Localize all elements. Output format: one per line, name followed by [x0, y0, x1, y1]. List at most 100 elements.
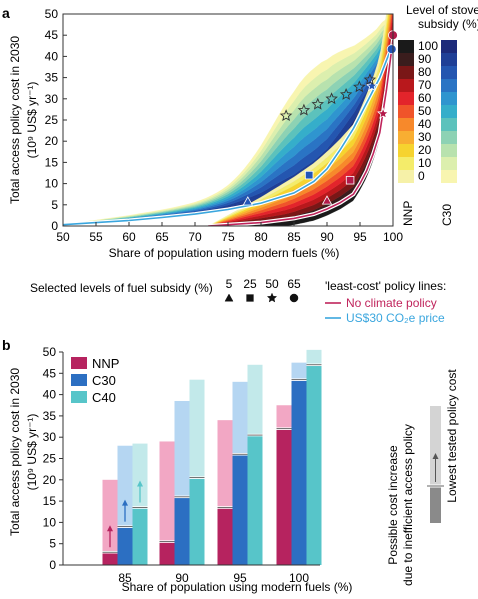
panel-a-label: a — [2, 5, 10, 21]
legend-level-label-50: 50 — [418, 104, 432, 118]
panel-b-y-tick-label: 25 — [43, 452, 57, 466]
legend-c30-swatch-80 — [441, 66, 457, 79]
panel-a-axes: 50 55 60 65 70 75 80 85 90 95 100 0 5 10 15 20 25 30 35 40 4… — [45, 7, 404, 244]
marker-stars-upper — [353, 80, 366, 93]
y-tick-label: 45 — [45, 28, 59, 42]
panel-b-x-tick-label: 95 — [233, 571, 247, 585]
legend-level-label-80: 80 — [418, 65, 432, 79]
panel-b-y-tick-label: 15 — [43, 494, 57, 508]
legend-level-label-20: 20 — [418, 143, 432, 157]
marker-nnp-5 — [321, 195, 333, 205]
panel-b-y-tick-label: 30 — [43, 430, 57, 444]
bar-nnp-85 — [102, 552, 118, 565]
c30-band-0 — [63, 18, 393, 225]
legend-label-c30: C30 — [92, 373, 116, 388]
legend-title-line1: Level of stove — [406, 3, 478, 17]
bar-possible-c40-90 — [189, 379, 205, 478]
panel-b-y-tick-label: 50 — [43, 345, 57, 359]
policy-line-label-c30: US$30 CO₂e price — [346, 311, 445, 325]
y-tick-label: 10 — [45, 177, 59, 191]
x-tick-label: 50 — [56, 230, 70, 244]
legend-swatch-c40 — [71, 391, 87, 403]
panel-b-x-tick-label: 90 — [175, 571, 189, 585]
marker-legend-value-50: 50 — [265, 277, 279, 291]
legend-level-label-0: 0 — [418, 169, 425, 183]
x-tick-label: 75 — [221, 230, 235, 244]
policy-line-label-nnp: No climate policy — [346, 296, 437, 310]
marker-legend-circle — [289, 293, 299, 303]
legend-c30-swatch-0 — [441, 170, 457, 183]
legend-nnp-swatch-60 — [398, 92, 414, 105]
x-tick-label: 60 — [122, 230, 136, 244]
panel-b-x-tick-label: 100 — [289, 571, 309, 585]
legend-level-label-30: 30 — [418, 130, 432, 144]
panel-b-y-tick-label: 45 — [43, 366, 57, 380]
bar-possible-nnp-100 — [276, 405, 292, 429]
annotation-line2: due to inefficient access policy — [401, 424, 415, 586]
legend-c30-swatch-40 — [441, 118, 457, 131]
y-tick-label: 20 — [45, 134, 59, 148]
legend-nnp-swatch-90 — [398, 53, 414, 66]
legend-swatch-nnp — [71, 357, 87, 369]
legend-c30-swatch-70 — [441, 79, 457, 92]
panel-b-y-tick-label: 5 — [49, 537, 56, 551]
y-tick-label: 5 — [51, 198, 58, 212]
annotation-lowest-swatch — [430, 486, 441, 523]
legend-level-label-70: 70 — [418, 78, 432, 92]
marker-legend: 5 25 50 65 — [224, 277, 301, 303]
bar-c40-90 — [189, 477, 205, 565]
panel-b-axes: 0 5 10 15 20 25 30 35 40 45 50 85 90 95 100 — [43, 345, 320, 585]
bar-possible-nnp-90 — [159, 441, 175, 542]
annotation-possible-swatch — [430, 406, 441, 486]
panel-b-y-tick-label: 40 — [43, 388, 57, 402]
legend-nnp-swatch-70 — [398, 79, 414, 92]
legend-level-label-40: 40 — [418, 117, 432, 131]
legend-c30-swatch-100 — [441, 40, 457, 53]
x-tick-label: 90 — [320, 230, 334, 244]
panel-b-bars — [102, 349, 322, 565]
arrow-head-c40 — [137, 480, 143, 487]
bar-possible-nnp-85 — [102, 479, 118, 553]
marker-nnp-50 — [377, 107, 390, 119]
marker-stars-upper — [325, 92, 338, 105]
legend-c30-label: C30 — [440, 204, 454, 226]
bar-c30-85 — [117, 526, 133, 565]
bar-possible-c40-85 — [132, 443, 148, 508]
legend-c30-swatch-60 — [441, 92, 457, 105]
legend-level-label-10: 10 — [418, 156, 432, 170]
x-tick-label: 95 — [353, 230, 367, 244]
panel-b-y-tick-label: 0 — [49, 558, 56, 572]
marker-stars-upper — [363, 73, 377, 86]
x-tick-label: 65 — [155, 230, 169, 244]
legend-nnp-label: NNP — [401, 201, 415, 226]
marker-c30-5 — [242, 196, 253, 206]
bar-possible-nnp-95 — [217, 420, 233, 508]
marker-nnp-25 — [345, 175, 355, 185]
x-tick-label: 70 — [188, 230, 202, 244]
legend-nnp-swatch-50 — [398, 105, 414, 118]
legend-nnp-swatch-80 — [398, 66, 414, 79]
arrow-head-nnp — [107, 525, 113, 532]
panel-a-bands — [63, 14, 393, 226]
bar-possible-c30-85 — [117, 445, 133, 527]
panel-b-ylabel-2: (10⁹ US$ yr⁻¹) — [25, 414, 39, 491]
legend-c30-swatch-20 — [441, 144, 457, 157]
marker-stars-upper — [311, 97, 324, 110]
panel-b-label: b — [2, 337, 11, 353]
marker-stars-upper — [297, 103, 311, 116]
legend-level-label-100: 100 — [418, 39, 438, 53]
marker-legend-value-65: 65 — [287, 277, 301, 291]
legend-c30-swatch-10 — [441, 157, 457, 170]
panel-b-y-tick-label: 10 — [43, 515, 57, 529]
bar-possible-c30-90 — [174, 400, 190, 497]
arrow-head-c30 — [122, 499, 128, 506]
legend-nnp-swatch-0 — [398, 170, 414, 183]
y-tick-label: 30 — [45, 92, 59, 106]
bar-possible-c40-100 — [306, 349, 322, 365]
x-tick-label: 85 — [287, 230, 301, 244]
marker-legend-value-5: 5 — [226, 277, 233, 291]
annotation-arrow-head — [432, 453, 439, 459]
y-tick-label: 0 — [51, 219, 58, 233]
y-tick-label: 25 — [45, 113, 59, 127]
bar-possible-c40-95 — [247, 364, 263, 436]
